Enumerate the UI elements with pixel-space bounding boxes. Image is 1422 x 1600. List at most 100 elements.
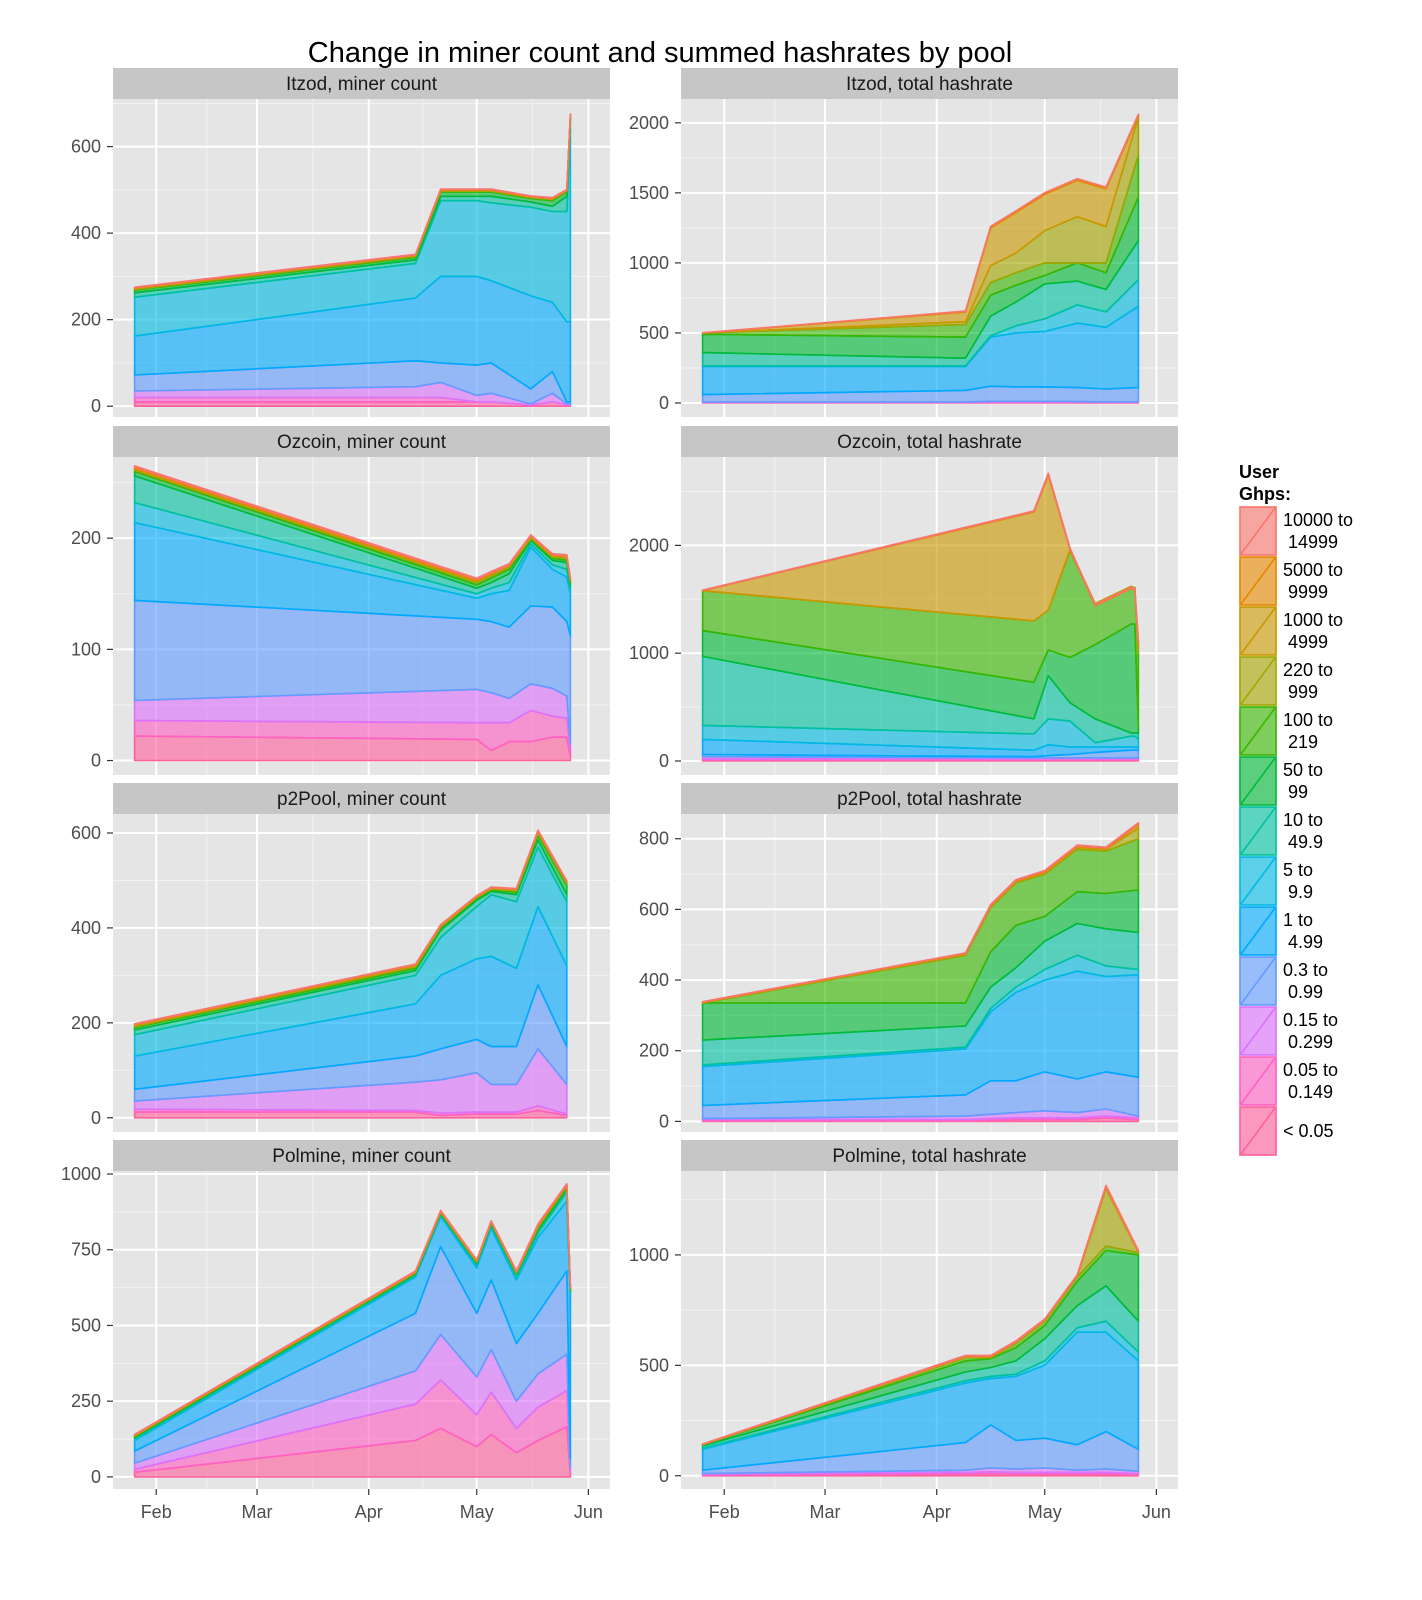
legend-key-line xyxy=(1240,807,1276,855)
x-tick-label: Mar xyxy=(810,1502,841,1522)
area-10000-to-14999 xyxy=(701,472,1140,643)
legend-label: 4999 xyxy=(1288,632,1328,652)
stacked-areas xyxy=(133,465,572,762)
stacked-areas xyxy=(701,113,1140,404)
legend-key-line xyxy=(1240,957,1276,1005)
x-tick-label: May xyxy=(1028,1502,1062,1522)
panel-itzod-total-hashrate: Itzod, total hashrate 0 500 1000 1500 2000 xyxy=(629,68,1178,417)
legend-label: 5000 to xyxy=(1283,560,1343,580)
x-tick-label: May xyxy=(460,1502,494,1522)
facet-strip-label: Polmine, miner count xyxy=(272,1146,451,1167)
y-tick-label: 400 xyxy=(639,970,669,990)
panel-p2pool-miner-count: p2Pool, miner count 0 200 400 600 xyxy=(71,783,610,1132)
y-tick-label: 200 xyxy=(71,310,101,330)
legend-title: User xyxy=(1239,462,1279,482)
legend-label: 10000 to xyxy=(1283,510,1353,530)
facet-strip xyxy=(113,426,610,457)
legend-label: 100 to xyxy=(1283,710,1333,730)
panel-ozcoin-miner-count: Ozcoin, miner count 0 100 200 xyxy=(71,426,610,775)
y-tick-label: 0 xyxy=(91,1108,101,1128)
area-10000-to-14999 xyxy=(133,1182,572,1436)
legend-key-line xyxy=(1240,1107,1276,1155)
facet-strip-label: p2Pool, total hashrate xyxy=(837,789,1022,810)
y-tick-label: 0 xyxy=(91,1467,101,1487)
legend-key-line xyxy=(1240,907,1276,955)
legend-label: 219 xyxy=(1288,732,1318,752)
legend-item-5-to-9-9: 5 to9.9 xyxy=(1239,856,1313,906)
y-tick-label: 100 xyxy=(71,639,101,659)
legend-item-0-3-to-0-99: 0.3 to0.99 xyxy=(1239,956,1328,1006)
y-tick-label: 500 xyxy=(639,1355,669,1375)
area-10000-to-14999 xyxy=(133,113,572,289)
y-tick-label: 200 xyxy=(639,1041,669,1061)
x-tick-label: Feb xyxy=(709,1502,740,1522)
legend-label: 220 to xyxy=(1283,660,1333,680)
legend-key-line xyxy=(1240,607,1276,655)
legend-key-line xyxy=(1240,757,1276,805)
chart-title: Change in miner count and summed hashrat… xyxy=(308,37,1012,69)
x-tick-label: Mar xyxy=(242,1502,273,1522)
y-tick-label: 1000 xyxy=(629,1245,669,1265)
legend-label: 0.149 xyxy=(1288,1082,1333,1102)
y-tick-label: 2000 xyxy=(629,535,669,555)
y-tick-label: 1000 xyxy=(629,643,669,663)
facet-strip-label: Ozcoin, total hashrate xyxy=(837,432,1022,453)
stacked-areas xyxy=(701,1184,1140,1477)
stacked-areas xyxy=(133,113,572,407)
legend-item-1-to-4-99: 1 to4.99 xyxy=(1239,906,1323,956)
facet-strip-label: Itzod, total hashrate xyxy=(846,74,1013,95)
y-tick-label: 750 xyxy=(71,1240,101,1260)
stacked-areas xyxy=(133,829,568,1119)
y-tick-label: 200 xyxy=(71,1013,101,1033)
area-10000-to-14999 xyxy=(133,829,568,1026)
x-tick-label: Jun xyxy=(1142,1502,1171,1522)
y-tick-label: 400 xyxy=(71,223,101,243)
area-10000-to-14999 xyxy=(701,1184,1140,1445)
y-tick-label: 1500 xyxy=(629,183,669,203)
stacked-areas xyxy=(701,822,1140,1123)
facet-strip-label: p2Pool, miner count xyxy=(277,789,447,810)
legend-label: 99 xyxy=(1288,782,1308,802)
legend-label: 0.05 to xyxy=(1283,1060,1338,1080)
y-tick-label: 0 xyxy=(91,396,101,416)
legend-label: 0.15 to xyxy=(1283,1010,1338,1030)
y-tick-label: 0 xyxy=(659,393,669,413)
legend-key-line xyxy=(1240,857,1276,905)
y-tick-label: 250 xyxy=(71,1391,101,1411)
x-tick-label: Feb xyxy=(141,1502,172,1522)
legend-label: 9.9 xyxy=(1288,882,1313,902)
facet-strip xyxy=(113,783,610,814)
facet-strip xyxy=(681,426,1178,457)
legend-label: 1000 to xyxy=(1283,610,1343,630)
legend-label: 0.299 xyxy=(1288,1032,1333,1052)
legend-label: 0.99 xyxy=(1288,982,1323,1002)
y-tick-label: 2000 xyxy=(629,113,669,133)
legend-key-line xyxy=(1240,507,1276,555)
legend-label: 5 to xyxy=(1283,860,1313,880)
y-tick-label: 0 xyxy=(91,751,101,771)
y-tick-label: 1000 xyxy=(61,1164,101,1184)
y-tick-label: 0 xyxy=(659,1466,669,1486)
legend-key-line xyxy=(1240,707,1276,755)
legend-label: 50 to xyxy=(1283,760,1323,780)
x-tick-label: Jun xyxy=(574,1502,603,1522)
facet-strip xyxy=(681,68,1178,99)
legend-key-line xyxy=(1240,657,1276,705)
facet-strip-label: Itzod, miner count xyxy=(286,74,438,95)
y-tick-label: 1000 xyxy=(629,253,669,273)
legend-label: 9999 xyxy=(1288,582,1328,602)
legend-label: 14999 xyxy=(1288,532,1338,552)
y-tick-label: 200 xyxy=(71,528,101,548)
legend-label: 4.99 xyxy=(1288,932,1323,952)
legend-key-line xyxy=(1240,557,1276,605)
y-tick-label: 0 xyxy=(659,1111,669,1131)
